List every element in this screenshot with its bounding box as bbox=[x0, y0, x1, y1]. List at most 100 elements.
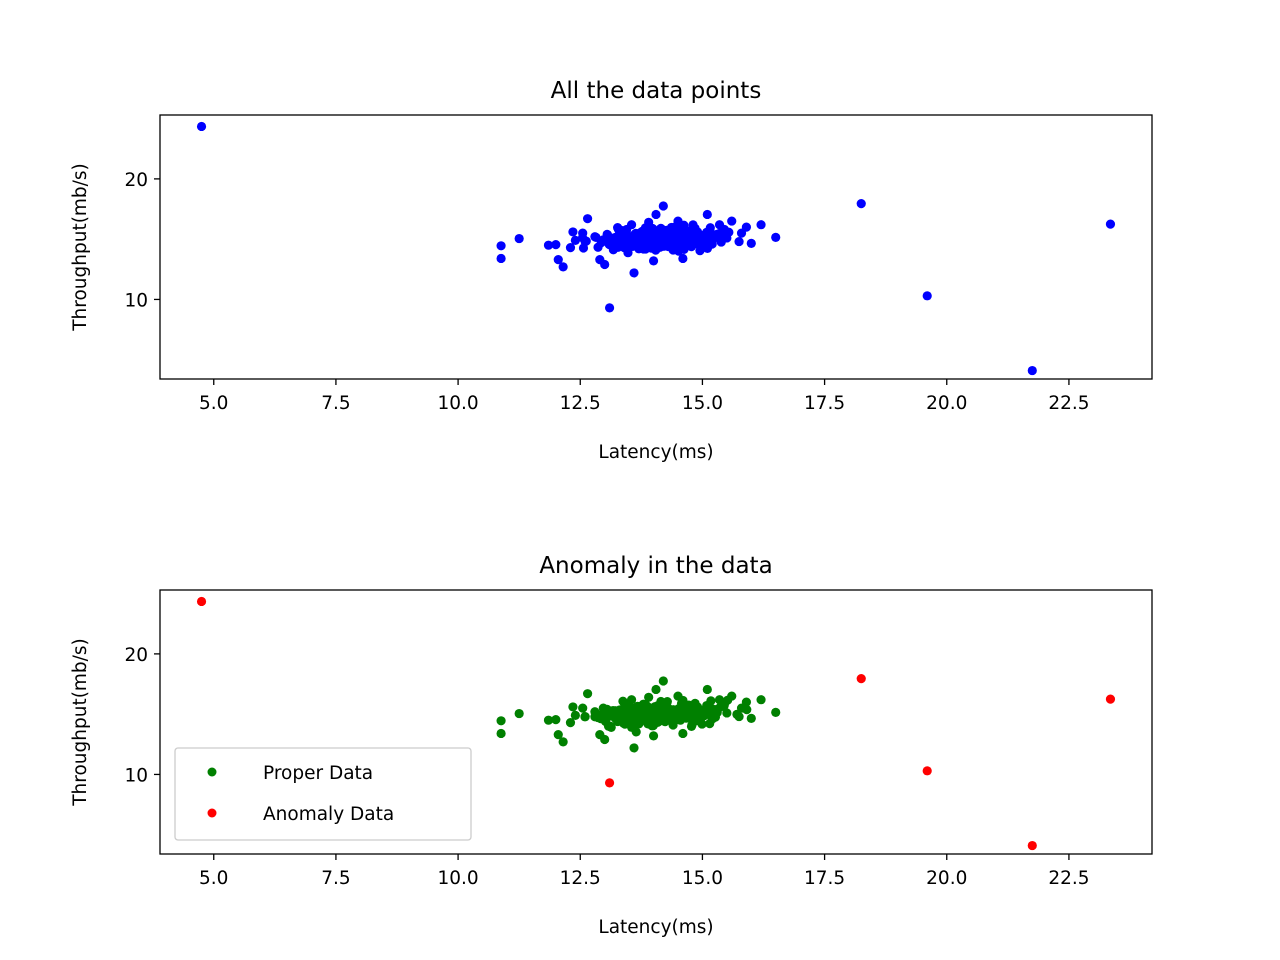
x-tick-label: 17.5 bbox=[804, 868, 845, 889]
data-point bbox=[651, 684, 661, 695]
x-tick-label: 12.5 bbox=[560, 868, 601, 889]
data-point bbox=[712, 704, 722, 714]
plot-area-frame bbox=[159, 114, 1153, 380]
data-point bbox=[658, 201, 668, 211]
data-point bbox=[600, 259, 610, 270]
data-point bbox=[582, 214, 593, 224]
data-point bbox=[568, 227, 578, 237]
data-point bbox=[634, 244, 644, 254]
data-point bbox=[673, 691, 683, 701]
data-point bbox=[756, 695, 766, 705]
x-tick-label: 10.0 bbox=[437, 868, 478, 889]
data-point bbox=[558, 262, 568, 272]
data-point bbox=[675, 240, 686, 250]
x-tick-label: 15.0 bbox=[682, 393, 723, 414]
data-point bbox=[705, 226, 715, 236]
data-point bbox=[922, 766, 932, 776]
data-point bbox=[668, 245, 678, 255]
x-axis-label: Latency(ms) bbox=[598, 442, 713, 463]
y-tick-label: 20 bbox=[124, 645, 148, 666]
data-point bbox=[624, 710, 634, 720]
ticks-group: 5.0 7.5 10.0 12.5 15.0 17.5 20.0 22.5 10 20 bbox=[124, 170, 1089, 414]
data-point bbox=[702, 209, 712, 220]
data-point bbox=[496, 253, 506, 264]
data-point bbox=[604, 778, 615, 788]
data-point bbox=[558, 737, 568, 747]
data-point bbox=[1027, 840, 1037, 851]
data-point bbox=[582, 689, 593, 699]
data-point bbox=[734, 236, 744, 247]
data-point bbox=[602, 229, 612, 239]
data-point bbox=[697, 719, 707, 729]
data-point bbox=[653, 708, 664, 718]
data-point bbox=[746, 238, 756, 248]
data-point bbox=[196, 596, 207, 607]
data-point bbox=[601, 716, 611, 727]
legend-marker-anomaly-data bbox=[207, 808, 217, 818]
chart-anomaly-in-data: Anomaly in the data 5.0 7.5 10.0 12.5 15.0 17… bbox=[70, 553, 1153, 938]
data-point bbox=[553, 255, 563, 265]
data-point bbox=[746, 713, 756, 723]
data-point bbox=[856, 674, 866, 684]
data-point bbox=[551, 239, 561, 250]
data-point bbox=[543, 715, 554, 725]
y-tick-label: 10 bbox=[124, 290, 148, 311]
data-point bbox=[736, 703, 747, 713]
data-point bbox=[636, 234, 646, 244]
data-point bbox=[644, 217, 654, 227]
data-point bbox=[636, 709, 646, 719]
scatter-points-group bbox=[196, 121, 1116, 376]
data-point bbox=[196, 121, 207, 132]
legend-box bbox=[174, 747, 472, 841]
data-point bbox=[626, 695, 637, 705]
data-point bbox=[565, 718, 576, 728]
data-point bbox=[756, 220, 766, 230]
data-point bbox=[706, 696, 716, 706]
data-point bbox=[707, 239, 717, 249]
data-point bbox=[593, 242, 603, 252]
y-axis-label: Throughput(mb/s) bbox=[70, 638, 91, 807]
data-point bbox=[1105, 219, 1116, 229]
data-point bbox=[631, 727, 641, 737]
data-point bbox=[553, 730, 563, 740]
data-point bbox=[580, 711, 590, 722]
data-point bbox=[922, 291, 932, 301]
data-point bbox=[646, 714, 656, 724]
data-point bbox=[496, 241, 506, 251]
data-point bbox=[727, 216, 737, 226]
data-point bbox=[712, 229, 722, 239]
x-tick-label: 15.0 bbox=[682, 868, 723, 889]
chart-title: Anomaly in the data bbox=[539, 553, 772, 579]
data-point bbox=[673, 216, 683, 226]
chart-all-data-points: All the data points 5.0 7.5 10.0 12.5 15.0 17… bbox=[70, 78, 1153, 463]
data-point bbox=[619, 718, 629, 728]
data-point bbox=[629, 268, 639, 278]
data-point bbox=[496, 716, 506, 726]
data-point bbox=[727, 691, 737, 701]
data-point bbox=[685, 226, 695, 236]
data-point bbox=[686, 721, 697, 731]
data-point bbox=[771, 707, 781, 717]
data-point bbox=[719, 699, 730, 710]
data-point bbox=[734, 711, 744, 722]
data-point bbox=[565, 243, 576, 253]
x-tick-label: 10.0 bbox=[437, 393, 478, 414]
x-tick-label: 7.5 bbox=[321, 868, 350, 889]
data-point bbox=[551, 714, 561, 725]
data-point bbox=[685, 701, 695, 711]
data-point bbox=[570, 235, 580, 245]
data-point bbox=[656, 698, 666, 708]
data-point bbox=[619, 243, 629, 253]
data-point bbox=[634, 719, 644, 729]
data-point bbox=[602, 704, 612, 714]
legend: Proper Data Anomaly Data bbox=[174, 747, 472, 841]
data-point bbox=[670, 705, 681, 716]
data-point bbox=[663, 703, 673, 713]
data-point bbox=[626, 220, 637, 230]
data-point bbox=[736, 228, 747, 238]
data-point bbox=[578, 703, 588, 713]
data-point bbox=[629, 743, 639, 753]
data-point bbox=[856, 199, 866, 209]
legend-label-anomaly-data: Anomaly Data bbox=[263, 804, 394, 825]
